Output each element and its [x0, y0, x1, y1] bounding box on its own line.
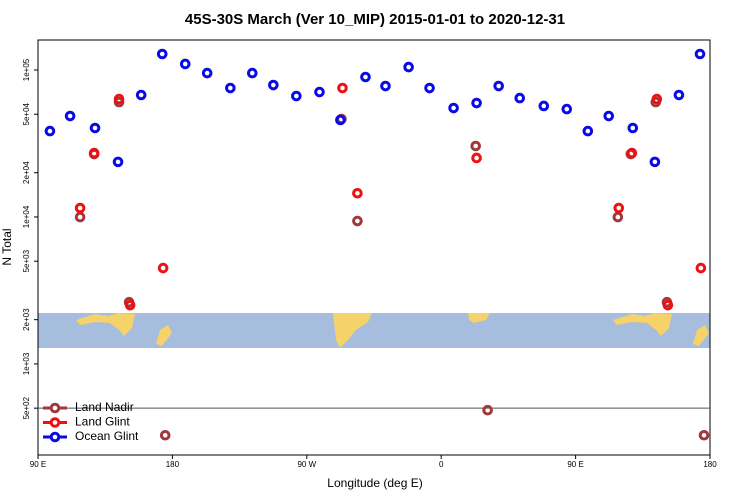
point: [124, 299, 136, 311]
point: [698, 429, 710, 441]
point: [268, 79, 279, 91]
point: [335, 114, 346, 126]
plot-frame: [37, 39, 711, 456]
x-tick-label: 90 W: [297, 460, 316, 469]
point: [291, 90, 302, 102]
point: [649, 156, 661, 168]
point: [470, 140, 481, 152]
point: [179, 58, 191, 70]
point: [225, 82, 236, 94]
legend-marker: [49, 417, 61, 428]
y-axis-label: N Total: [0, 228, 14, 265]
point: [695, 262, 707, 274]
legend-label: Ocean Glint: [75, 429, 139, 443]
point: [380, 80, 391, 92]
point: [603, 110, 615, 122]
point: [74, 202, 86, 214]
y-tick-label: 5e+04: [22, 102, 31, 125]
x-tick-label: 0: [439, 460, 444, 469]
x-axis-label: Longitude (deg E): [327, 476, 422, 490]
point: [613, 202, 625, 214]
point: [112, 156, 124, 168]
point: [89, 122, 101, 134]
y-tick-label: 1e+05: [22, 58, 31, 81]
point: [627, 122, 639, 134]
map-strip: [38, 313, 710, 348]
point: [662, 299, 674, 311]
point: [482, 404, 493, 416]
x-tick-label: 180: [703, 460, 717, 469]
point: [403, 61, 414, 73]
point: [651, 93, 663, 105]
legend-marker: [49, 431, 61, 443]
point: [538, 100, 550, 112]
point: [352, 215, 363, 227]
y-tick-label: 2e+04: [22, 161, 31, 184]
y-tick-label: 5e+02: [22, 396, 31, 419]
point: [113, 93, 125, 105]
point: [156, 48, 168, 60]
point: [44, 125, 56, 137]
point: [157, 262, 169, 274]
point: [135, 89, 147, 101]
y-tick-label: 2e+03: [22, 308, 31, 331]
point: [424, 82, 435, 94]
point: [514, 92, 526, 104]
legend-marker: [49, 402, 61, 414]
point: [493, 80, 504, 92]
point: [694, 48, 706, 60]
point: [612, 211, 624, 223]
point: [246, 67, 258, 79]
x-tick-label: 90 E: [567, 460, 583, 469]
legend-label: Land Nadir: [75, 400, 134, 414]
point: [673, 89, 685, 101]
point: [74, 211, 86, 223]
y-tick-label: 1e+03: [22, 352, 31, 375]
point: [88, 147, 100, 159]
x-tick-label: 90 E: [30, 460, 46, 469]
point: [314, 86, 325, 98]
point: [471, 152, 482, 164]
point: [201, 67, 213, 79]
point: [352, 187, 363, 199]
point: [561, 103, 573, 115]
point: [64, 110, 76, 122]
point: [582, 125, 594, 137]
point: [360, 71, 371, 83]
chart-title: 45S-30S March (Ver 10_MIP) 2015-01-01 to…: [185, 11, 565, 28]
x-tick-label: 180: [166, 460, 180, 469]
point: [337, 82, 348, 94]
point: [448, 102, 459, 114]
point: [471, 97, 482, 109]
y-tick-label: 5e+03: [22, 249, 31, 272]
legend-label: Land Glint: [75, 415, 130, 429]
point: [159, 429, 171, 441]
y-tick-label: 1e+04: [22, 205, 31, 228]
point: [626, 147, 638, 159]
